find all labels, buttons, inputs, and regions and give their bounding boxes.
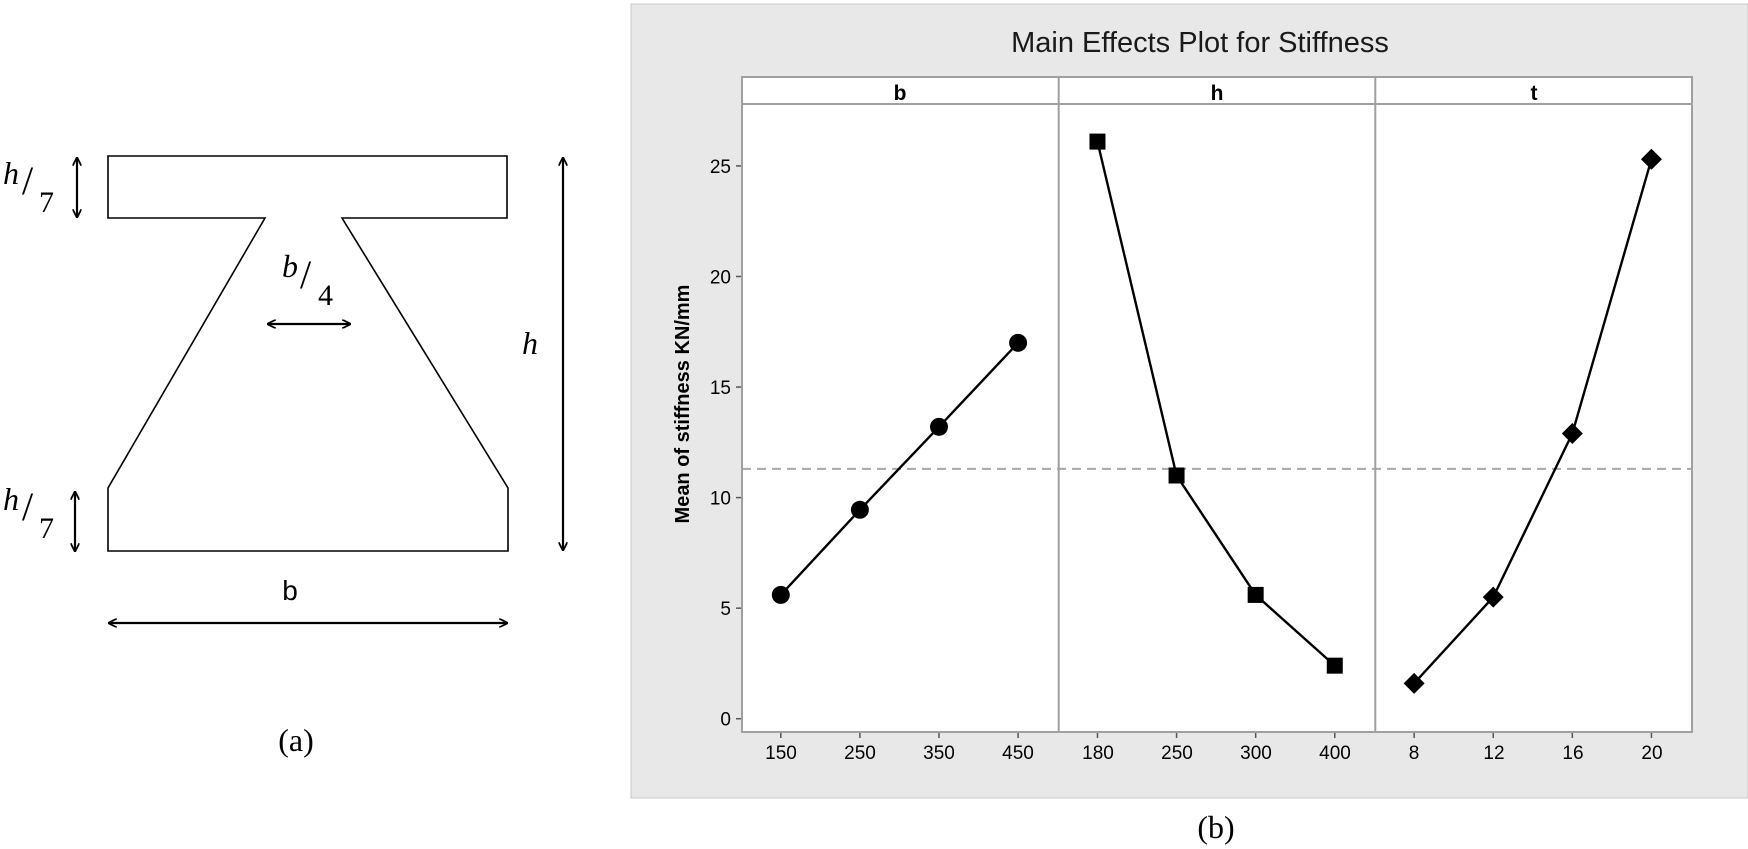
data-point-b-450 (1009, 333, 1028, 352)
x-tick-label: 450 (1002, 743, 1034, 764)
x-tick-label: 180 (1082, 743, 1114, 764)
x-tick-label: 400 (1319, 743, 1351, 764)
data-point-h-250 (1168, 467, 1185, 484)
series-layer (771, 133, 1662, 694)
label-h7-top-num: h (3, 155, 19, 191)
data-point-t-16 (1561, 422, 1583, 444)
label-h7-bottom-slash: / (22, 484, 34, 529)
series-line-t (1413, 158, 1653, 685)
label-h: h (522, 325, 538, 361)
beam-section-outline (107, 155, 509, 552)
panel-header-b: b (894, 82, 907, 105)
data-point-h-300 (1247, 586, 1264, 603)
x-tick-label: 12 (1483, 743, 1504, 764)
data-point-t-20 (1640, 148, 1662, 170)
caption-b: (b) (1197, 809, 1234, 845)
y-tick-label-0: 0 (720, 710, 731, 731)
y-tick-label-20: 20 (710, 267, 731, 288)
cross-section-diagram: h / 7 h / 7 b / 4 h b (a) (3, 155, 563, 758)
series-line-h (1096, 141, 1336, 667)
plot-area (742, 77, 1692, 732)
x-tick-label: 16 (1562, 743, 1583, 764)
x-tick-label: 350 (923, 743, 955, 764)
x-tick-label: 250 (844, 743, 876, 764)
label-b4-num: b (282, 248, 298, 284)
y-tick-label-5: 5 (720, 599, 731, 620)
label-h7-top-slash: / (22, 158, 34, 203)
data-point-b-250 (850, 500, 869, 519)
data-point-h-400 (1326, 657, 1343, 674)
data-point-h-180 (1089, 133, 1106, 150)
label-b: b (282, 575, 298, 606)
y-tick-label-10: 10 (710, 489, 731, 510)
label-h7-bottom-num: h (3, 481, 19, 517)
y-tick-label-25: 25 (710, 157, 731, 178)
y-axis-label: Mean of stiffness KN/mm (672, 285, 694, 524)
x-tick-label: 300 (1240, 743, 1272, 764)
panel-header-h: h (1211, 82, 1224, 105)
label-b4-den: 4 (318, 279, 333, 312)
x-tick-label: 8 (1409, 743, 1420, 764)
x-tick-label: 250 (1161, 743, 1193, 764)
plot-frame (741, 76, 1693, 733)
label-b4-slash: / (300, 252, 312, 297)
label-h7-top-den: 7 (39, 186, 54, 219)
x-tick-label: 20 (1641, 743, 1662, 764)
y-tick-label-15: 15 (710, 378, 731, 399)
data-point-t-8 (1403, 672, 1425, 694)
panel-header-t: t (1531, 82, 1538, 105)
data-point-t-12 (1482, 586, 1504, 608)
caption-a: (a) (278, 722, 314, 758)
label-h7-bottom-den: 7 (39, 512, 54, 545)
main-effects-chart: Main Effects Plot for Stiffness b h t 0 … (630, 3, 1748, 845)
data-point-b-350 (930, 417, 948, 436)
series-line-b (779, 341, 1019, 596)
chart-title: Main Effects Plot for Stiffness (1011, 27, 1389, 59)
data-point-b-150 (771, 585, 790, 604)
x-tick-label: 150 (765, 743, 797, 764)
